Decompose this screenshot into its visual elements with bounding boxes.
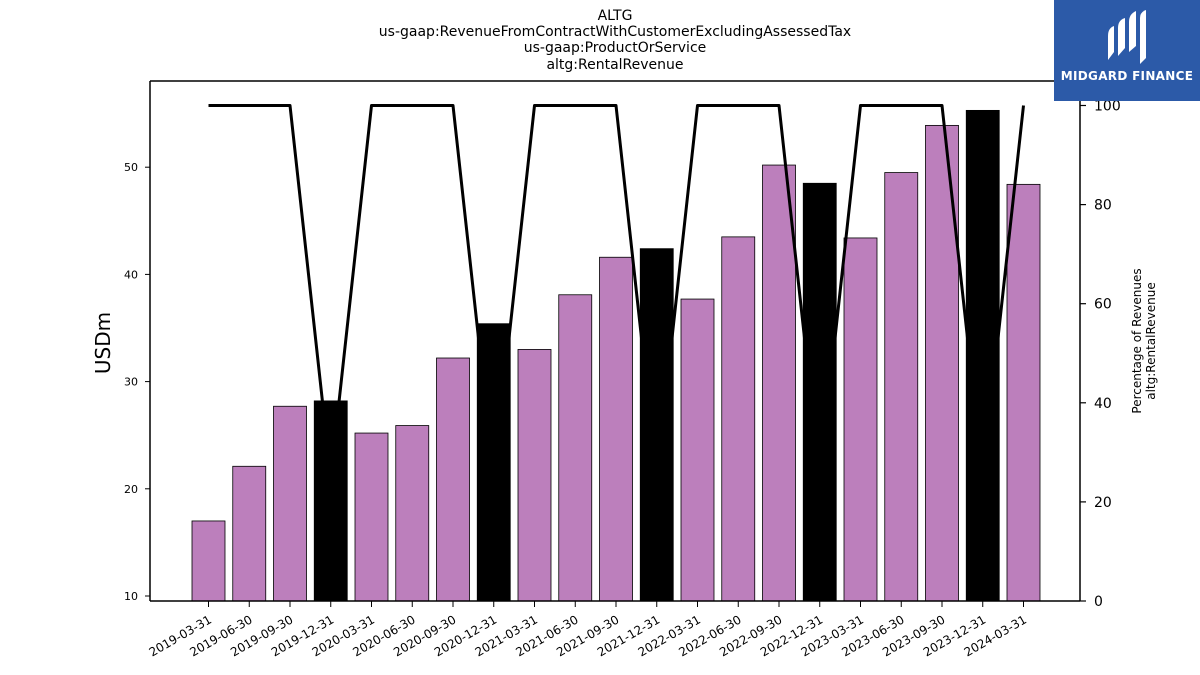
bar-2019-06-30 [232,465,267,602]
y2-tick-label-100: 100 [1094,99,1121,115]
y-tick-label-40: 40 [124,268,138,281]
bar-2020-03-31 [354,432,389,602]
bar-2023-09-30 [925,124,959,602]
bar-2024-03-31 [1006,183,1041,602]
bar-2020-09-30 [436,357,470,602]
percentage-line [208,104,1025,479]
bar-2021-03-31 [517,349,552,602]
chart-title-line-4: altg:RentalRevenue [546,57,684,73]
logo-text: MIDGARD FINANCE [1060,69,1194,83]
bar-2021-12-31 [639,248,674,602]
bar-2019-12-31 [313,400,348,602]
bar-2022-09-30 [762,164,796,602]
bar-2022-12-31 [802,182,837,602]
bar-2023-03-31 [843,237,878,602]
midgard-logo-icon [1108,10,1146,64]
bar-2022-03-31 [680,298,715,602]
bar-2021-09-30 [599,256,633,602]
y2-tick-label-60: 60 [1094,297,1112,313]
y2-axis-label-line-1: Percentage of Revenues [1130,268,1144,413]
y-tick-label-30: 30 [124,376,138,389]
bar-2019-03-31 [191,520,226,602]
chart-title-line-1: ALTG [597,8,633,24]
bar-2019-09-30 [273,405,307,602]
bar-2021-06-30 [558,294,593,602]
y-tick-label-10: 10 [124,590,138,603]
y-axis-label: USDm [91,312,115,374]
y2-tick-label-40: 40 [1094,396,1112,412]
y2-tick-label-0: 0 [1094,594,1103,610]
bar-2020-06-30 [395,425,430,602]
bar-2023-12-31 [965,109,1000,602]
y-tick-label-50: 50 [124,161,138,174]
y2-tick-label-20: 20 [1094,495,1112,511]
bar-2023-06-30 [884,172,919,602]
brand-logo: MIDGARD FINANCE [1054,0,1200,101]
y-tick-label-20: 20 [124,483,138,496]
chart-title-line-3: us-gaap:ProductOrService [523,40,707,56]
chart-title-line-2: us-gaap:RevenueFromContractWithCustomerE… [378,24,852,40]
y2-axis-label-line-2: altg:RentalRevenue [1144,282,1158,400]
bar-2022-06-30 [721,236,756,602]
y2-tick-label-80: 80 [1094,198,1112,214]
